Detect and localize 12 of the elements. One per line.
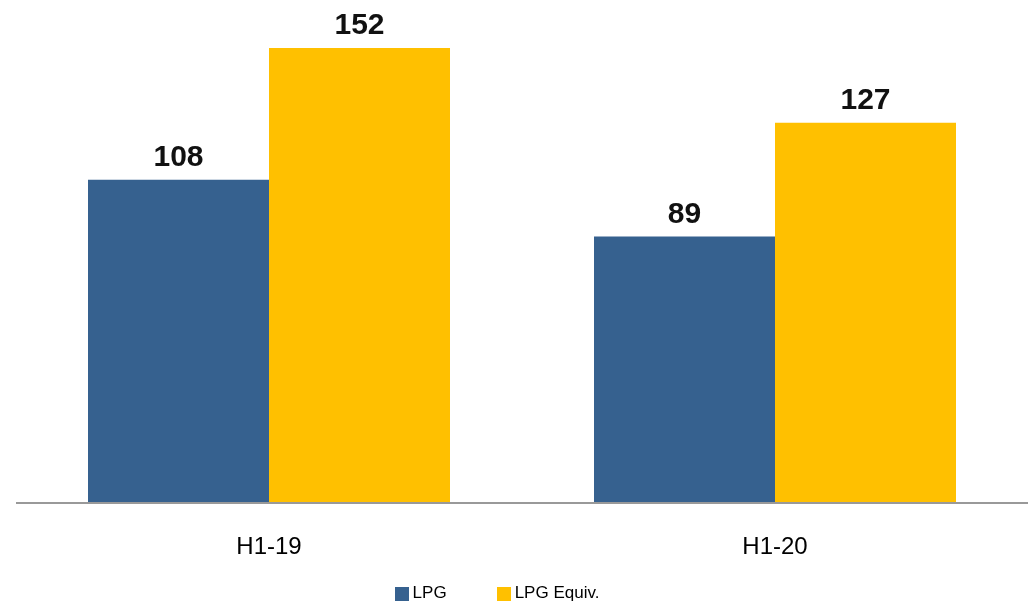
data-label: 89 bbox=[667, 195, 702, 229]
bar bbox=[775, 122, 956, 503]
data-label: 127 bbox=[840, 81, 891, 115]
x-tick-label: H1-20 bbox=[742, 532, 808, 560]
legend-label: LPG bbox=[412, 583, 447, 602]
data-label: 108 bbox=[153, 138, 204, 172]
bar bbox=[269, 48, 450, 503]
legend-label: LPG Equiv. bbox=[514, 583, 600, 602]
bar bbox=[594, 236, 775, 503]
x-tick-label: H1-19 bbox=[236, 532, 302, 560]
data-label: 152 bbox=[334, 7, 385, 40]
bar bbox=[88, 179, 269, 503]
